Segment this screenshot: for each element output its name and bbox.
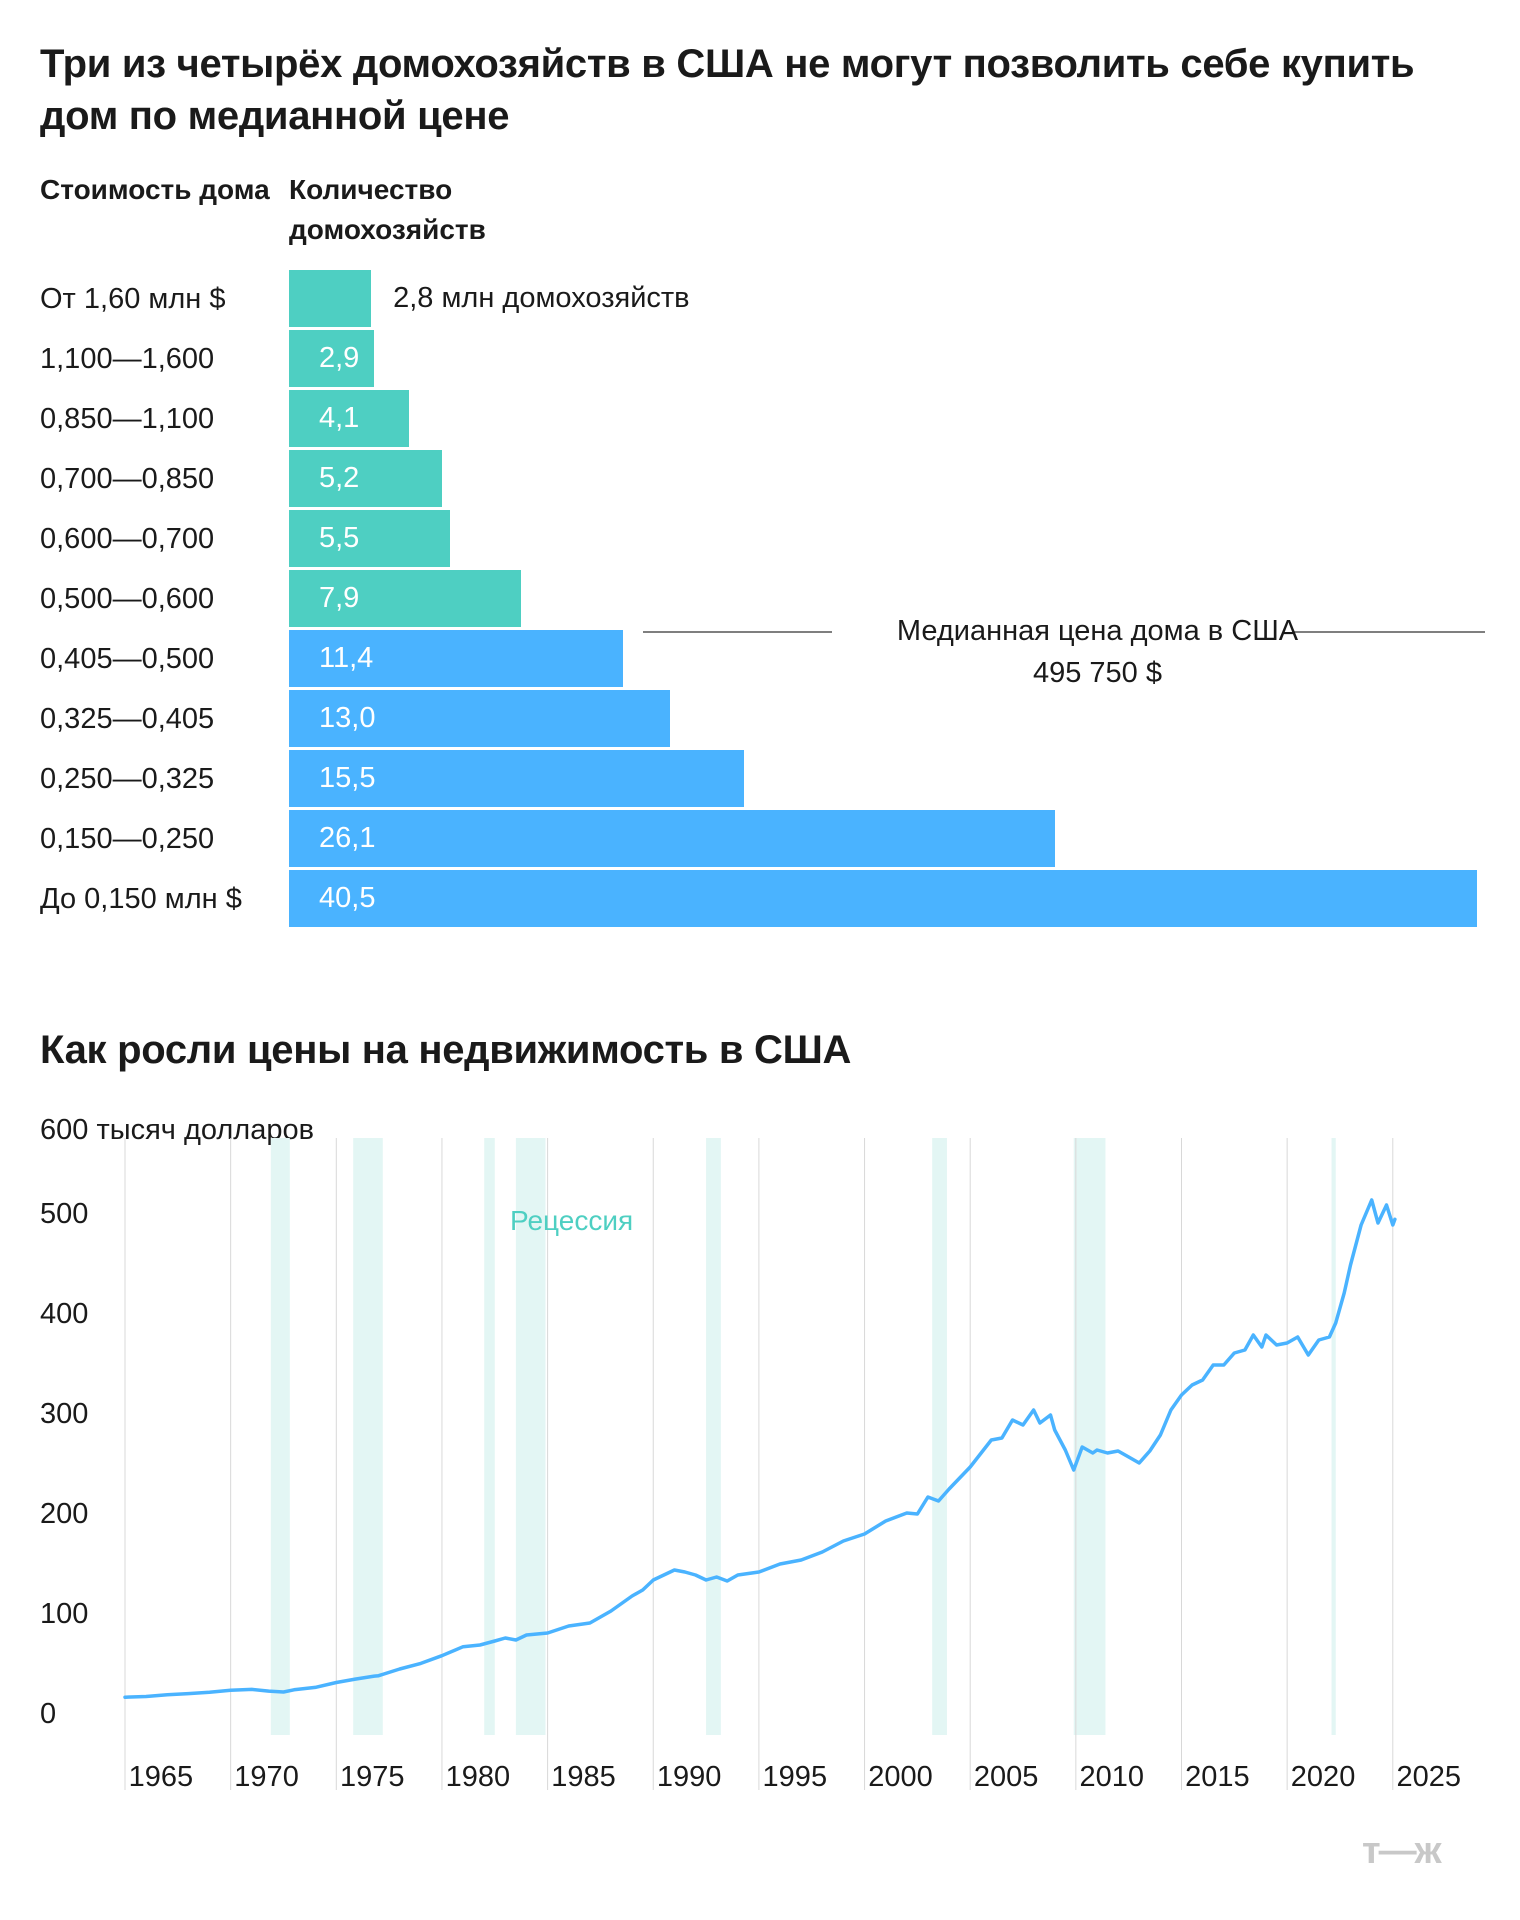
bar: 4,1 [289,390,410,447]
bar-category-label: 1,100—1,600 [40,343,215,375]
median-price-annotation: Медианная цена дома в США 495 750 $ [645,610,1520,694]
count-column-header: Количество домохозяйств [289,174,486,245]
recession-band [1331,1138,1336,1735]
x-tick-label: 1995 [762,1761,828,1793]
price-column-header: Стоимость дома [40,174,270,205]
x-tick-label: 1965 [128,1761,194,1793]
bar-category-label: 0,405—0,500 [40,643,215,675]
recession-band [1073,1138,1106,1735]
bar-value-label: 40,5 [319,882,376,914]
bar-value-label: 7,9 [319,582,360,614]
bar-category-label: 0,150—0,250 [40,823,215,855]
bar-value-label: 15,5 [319,762,376,794]
x-tick-label: 1990 [656,1761,722,1793]
recession-band [706,1138,721,1735]
x-tick-label: 2020 [1290,1761,1356,1793]
bar-category-label: От 1,60 млн $ [40,283,226,315]
bar: 2,9 [289,330,375,387]
y-tick-label: 0 [40,1698,57,1730]
bar: 40,5 [289,870,1477,927]
bar: 15,5 [289,750,744,807]
bar: 7,9 [289,570,521,627]
line-chart [123,1138,1397,1790]
price-line [123,1198,1397,1699]
y-tick-label: 400 [40,1298,89,1330]
x-tick-label: 2025 [1396,1761,1461,1793]
bar: 5,5 [289,510,451,567]
y-tick-label: 300 [40,1398,89,1430]
bar-category-label: 0,325—0,405 [40,703,215,735]
bar-category-label: 0,850—1,100 [40,403,215,435]
bar-category-label: До 0,150 млн $ [40,883,242,915]
x-tick-label: 2010 [1079,1761,1145,1793]
median-label: Медианная цена дома в США [896,615,1299,647]
bar: 26,1 [289,810,1055,867]
bar-category-label: 0,500—0,600 [40,583,215,615]
bar-value-label: 13,0 [319,702,376,734]
y-tick-label: 100 [40,1598,89,1630]
bar: 2,8 млн домохозяйств [289,270,690,327]
recession-band [353,1138,383,1735]
bar: 5,2 [289,450,442,507]
bar-value-label: 4,1 [319,402,360,434]
y-axis-unit-label: 600 тысяч долларов [40,1114,314,1146]
bar-value-label: 2,8 млн домохозяйств [393,282,690,314]
x-tick-label: 1985 [551,1761,616,1793]
x-tick-label: 1975 [339,1761,405,1793]
bar-value-label: 26,1 [319,822,376,854]
x-tick-label: 2005 [973,1761,1039,1793]
recession-band [270,1138,290,1735]
bar-category-label: 0,700—0,850 [40,463,215,495]
chart1-title: Три из четырёх домохозяйств в США не мог… [40,42,1415,138]
bar-category-label: 0,600—0,700 [40,523,215,555]
y-tick-label: 200 [40,1498,89,1530]
bar-category-label: 0,250—0,325 [40,763,215,795]
chart2-title: Как росли цены на недвижимость в США [40,1028,852,1072]
x-tick-label: 2000 [868,1761,933,1793]
bar-value-label: 5,2 [319,462,360,494]
vertical-grid [124,1138,1394,1790]
recession-band [484,1138,495,1735]
bar-value-label: 5,5 [319,522,360,554]
recession-label: Рецессия [510,1205,634,1236]
median-annotation-lines [643,631,1485,633]
recession-bands [270,1138,1336,1735]
bar: 11,4 [289,630,624,687]
brand-logo: т—ж [1362,1830,1442,1872]
bar-value-label: 11,4 [319,642,374,674]
recession-band [932,1138,947,1735]
y-tick-label: 500 [40,1198,89,1230]
x-tick-label: 2015 [1185,1761,1250,1793]
bar-value-label: 2,9 [319,342,360,374]
x-tick-label: 1980 [445,1761,511,1793]
bar: 13,0 [289,690,671,747]
x-tick-label: 1970 [234,1761,299,1793]
median-value: 495 750 $ [1032,657,1162,689]
